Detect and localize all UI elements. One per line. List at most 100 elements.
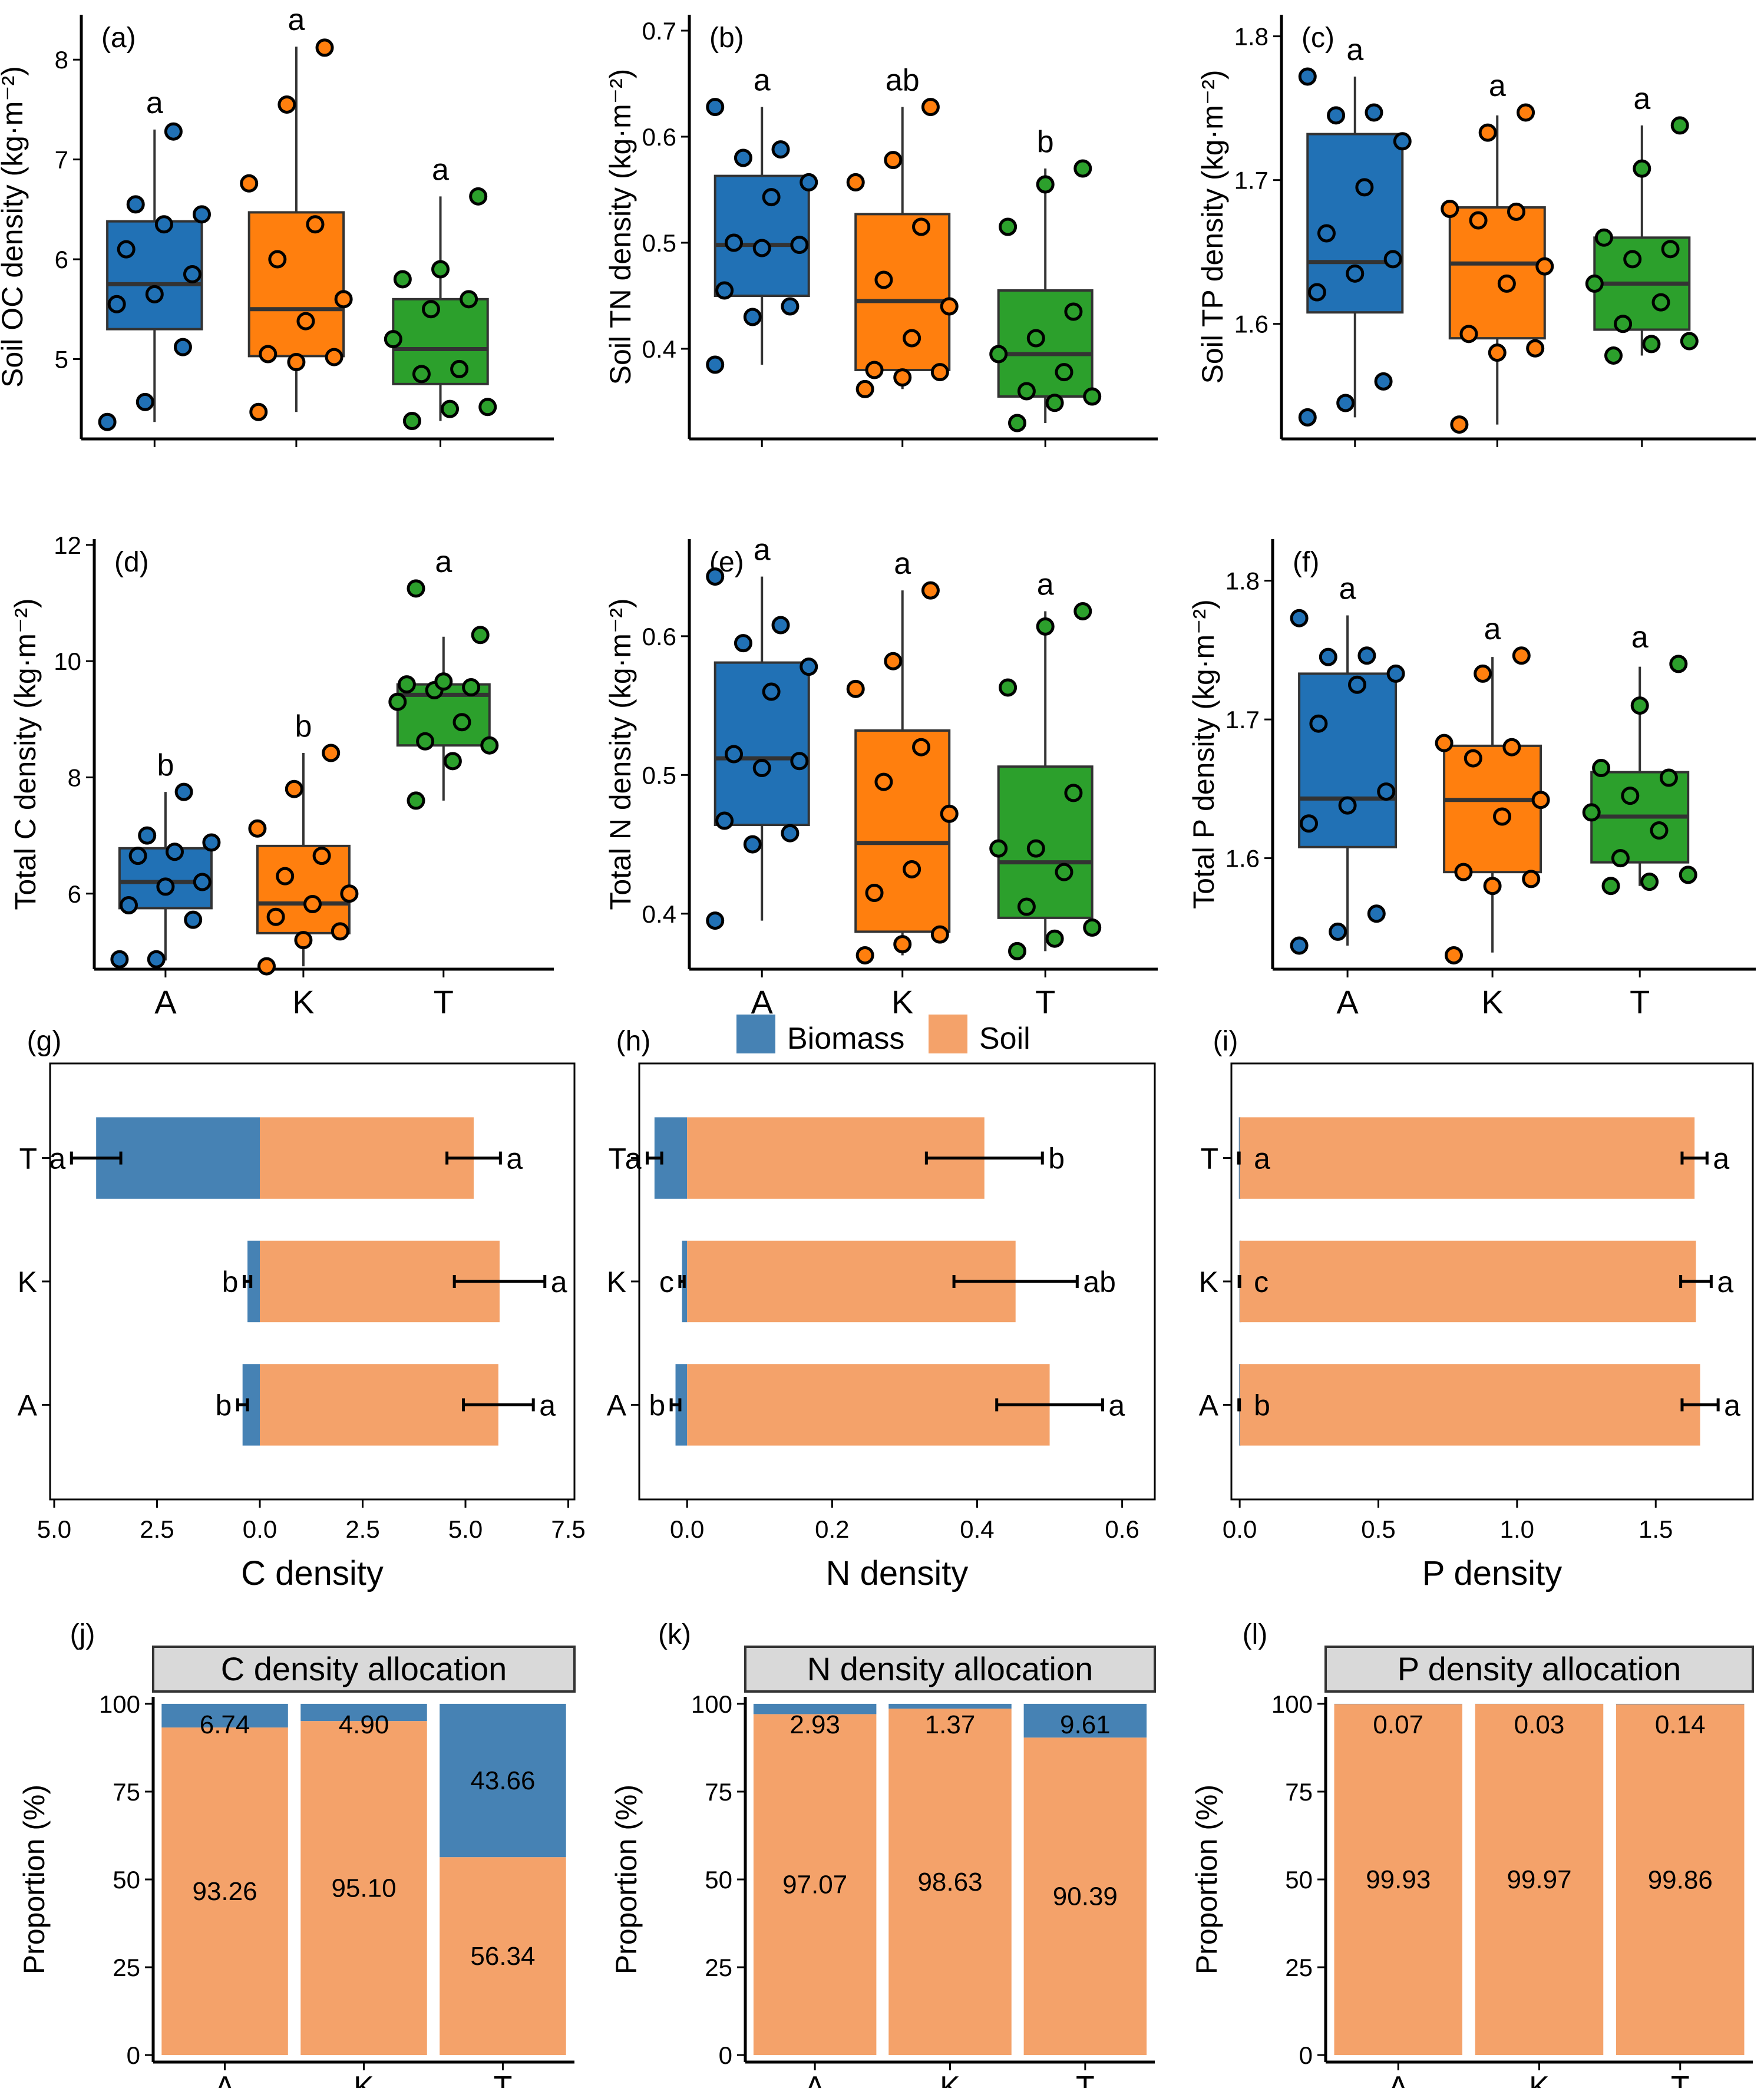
data-point (771, 616, 790, 635)
data-point (120, 896, 138, 914)
y-axis-title: Proportion (%) (1190, 1785, 1223, 1974)
x-tick-label: A (154, 983, 177, 1020)
data-point (903, 329, 921, 348)
bar-soil (161, 1727, 288, 2056)
data-point (471, 626, 490, 645)
y-tick-label: A (607, 1389, 627, 1422)
data-point (1327, 106, 1346, 125)
y-tick-label: 100 (691, 1690, 732, 1718)
bar-biomass (161, 1703, 288, 1728)
data-point (1307, 283, 1326, 302)
data-point (443, 752, 462, 771)
significance-letter: b (157, 748, 174, 782)
data-point (1017, 382, 1036, 401)
data-point (874, 270, 893, 289)
data-point (384, 330, 402, 349)
x-tick-label: 1.5 (1639, 1515, 1673, 1543)
data-point (1026, 329, 1045, 348)
x-tick-label: K (1529, 2070, 1550, 2088)
x-tick-label: K (891, 983, 913, 1020)
data-point (1374, 372, 1393, 391)
data-point (259, 345, 278, 364)
y-tick-label: 0.4 (642, 335, 676, 363)
data-point (1045, 929, 1064, 948)
label-biomass: 9.61 (1060, 1710, 1111, 1739)
data-point (1659, 768, 1678, 787)
data-point (183, 265, 201, 283)
y-tick-label: T (1200, 1142, 1218, 1175)
data-point (734, 148, 752, 167)
data-point (1488, 343, 1507, 362)
x-tick-label: 2.5 (140, 1515, 174, 1543)
panel-k: N density allocation (k) Proportion (%) 0 25… (610, 1619, 1156, 2088)
label-soil: 99.97 (1507, 1865, 1571, 1894)
panel-label: (f) (1293, 547, 1319, 578)
data-point (706, 98, 725, 117)
x-tick-label: K (354, 2070, 374, 2088)
label-soil: 93.26 (192, 1877, 257, 1906)
y-tick-label: 0.6 (642, 623, 676, 650)
data-point (1680, 332, 1699, 351)
data-point (790, 752, 809, 771)
facet-strip (744, 1646, 1156, 1693)
bar-biomass (96, 1117, 260, 1199)
data-point (1611, 849, 1630, 868)
data-point (1630, 696, 1649, 715)
y-axis-title: Proportion (%) (610, 1785, 643, 1974)
data-point (397, 675, 416, 694)
data-point (312, 847, 331, 865)
data-point (1594, 228, 1613, 247)
y-tick-label: A (18, 1389, 38, 1422)
bar-soil (300, 1721, 427, 2056)
bar-soil (753, 1714, 877, 2056)
data-point (156, 877, 175, 896)
x-axis-title: C density (241, 1554, 384, 1593)
significance-letter: ab (886, 64, 920, 98)
legend: Biomass Soil (736, 1015, 1030, 1056)
significance-letter-soil: a (551, 1266, 567, 1299)
data-point (147, 950, 166, 969)
data-point (452, 713, 471, 732)
data-point (407, 791, 425, 810)
data-point (248, 819, 267, 838)
y-tick-label: 8 (55, 46, 68, 74)
x-tick-label: 5.0 (37, 1515, 71, 1543)
y-tick-label: 0.5 (642, 229, 676, 257)
data-point (322, 744, 341, 762)
data-point (98, 412, 117, 431)
y-tick-label: 0.4 (642, 900, 676, 928)
data-point (1064, 784, 1083, 802)
data-point (1357, 646, 1376, 665)
significance-letter-biomass: a (49, 1142, 65, 1175)
data-point (725, 233, 744, 252)
y-tick-label: 75 (705, 1778, 732, 1806)
label-biomass: 43.66 (470, 1766, 535, 1795)
x-tick-label: 0.0 (670, 1515, 704, 1543)
data-point (107, 295, 126, 313)
x-tick-label: T (494, 2070, 513, 2088)
significance-letter-biomass: b (649, 1389, 665, 1422)
significance-letter: a (1037, 567, 1054, 602)
data-point (1348, 675, 1366, 694)
significance-letter: a (146, 86, 163, 120)
data-point (128, 847, 147, 865)
data-point (154, 215, 173, 234)
y-tick-label: K (607, 1266, 626, 1299)
data-point (1640, 873, 1659, 891)
label-biomass: 0.03 (1514, 1710, 1565, 1739)
data-point (999, 217, 1018, 236)
y-axis-title: Soil TN density (kg·m⁻²) (604, 69, 637, 385)
x-tick-label: 0.2 (815, 1515, 849, 1543)
x-tick-label: T (1630, 983, 1650, 1020)
facet-strip-label: P density allocation (1398, 1650, 1682, 1687)
data-point (303, 895, 322, 914)
significance-letter: a (1346, 33, 1363, 67)
label-biomass: 0.07 (1373, 1710, 1423, 1739)
data-point (193, 205, 212, 224)
data-point (1669, 655, 1688, 673)
data-point (249, 402, 268, 421)
data-point (1474, 664, 1492, 683)
y-tick-label: 5 (55, 345, 68, 373)
data-point (166, 843, 184, 861)
